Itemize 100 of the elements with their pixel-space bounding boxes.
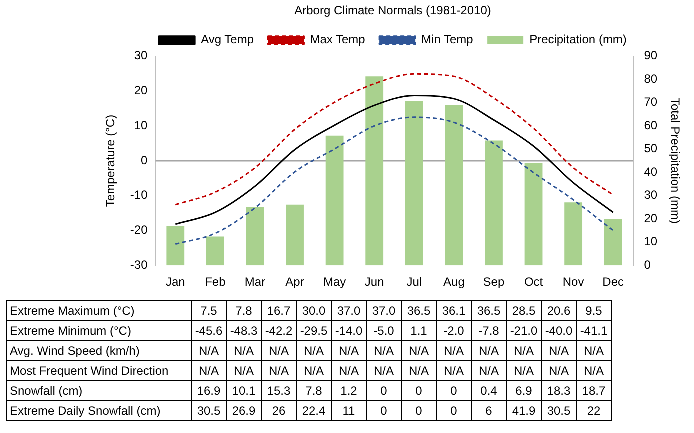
- text: N/A: [304, 364, 324, 378]
- text: 37.0: [372, 304, 396, 318]
- text: N/A: [408, 344, 429, 358]
- text: 10.1: [232, 384, 256, 398]
- line-series: [174, 95, 614, 226]
- x-tick-label: Jun: [364, 275, 384, 290]
- text: N/A: [444, 344, 464, 358]
- y-tick-label: -20: [130, 223, 148, 238]
- bar: [166, 226, 185, 266]
- bar: [524, 163, 543, 266]
- text: -40.0: [545, 324, 573, 338]
- text: 0: [416, 384, 422, 398]
- text: N/A: [478, 364, 499, 378]
- x-tick-label: Feb: [205, 275, 226, 290]
- text: 0: [380, 384, 388, 398]
- y2-tick-label: 30: [644, 188, 658, 202]
- bar: [246, 207, 264, 266]
- text: 41.9: [512, 404, 536, 418]
- text: -48.3: [230, 324, 258, 338]
- x-tick-label: Apr: [286, 275, 304, 290]
- bar: [405, 101, 424, 266]
- text: N/A: [478, 344, 499, 358]
- text: 36.5: [407, 304, 431, 318]
- text: N/A: [338, 344, 359, 358]
- text: 0.4: [480, 384, 498, 398]
- category-label: Extreme Minimum (°C): [10, 324, 132, 338]
- x-tick-label: Dec: [602, 275, 624, 290]
- text: 36.1: [442, 304, 466, 318]
- bar: [366, 76, 384, 266]
- text: 30.5: [547, 404, 571, 418]
- y2-axis-title: Total Precipitation (mm): [668, 98, 682, 224]
- text: 28.5: [512, 304, 536, 318]
- legend-label: Max Temp: [310, 32, 366, 47]
- text: 6: [486, 404, 492, 418]
- text: 1.1: [410, 324, 428, 338]
- text: N/A: [374, 344, 394, 358]
- x-tick-label: May: [323, 275, 346, 290]
- bar: [206, 236, 224, 266]
- category-label: Extreme Maximum (°C): [10, 304, 135, 318]
- text: -29.5: [300, 324, 328, 338]
- y2-tick-label: 60: [644, 118, 658, 132]
- line-series: [174, 73, 614, 206]
- text: N/A: [584, 364, 604, 378]
- text: 26.9: [232, 404, 256, 418]
- text: 0: [450, 404, 458, 418]
- text: -45.6: [195, 324, 223, 338]
- text: 7.5: [200, 304, 218, 318]
- category-label: Snowfall (cm): [10, 384, 83, 398]
- text: 0: [416, 404, 422, 418]
- text: 7.8: [306, 384, 322, 398]
- y-tick-label: -30: [130, 258, 148, 272]
- text: -5.0: [374, 324, 394, 338]
- category-label: Extreme Daily Snowfall (cm): [10, 404, 161, 418]
- x-tick-label: Oct: [524, 275, 544, 290]
- text: 6.9: [516, 384, 532, 398]
- text: 26: [272, 404, 286, 418]
- bar: [326, 136, 344, 266]
- x-tick-label: Sep: [483, 275, 505, 290]
- line-series: [174, 116, 614, 246]
- text: N/A: [234, 364, 254, 378]
- text: 0: [380, 404, 388, 418]
- y-tick-label: 10: [134, 118, 148, 132]
- text: -21.0: [510, 324, 538, 338]
- y2-tick-label: 70: [644, 95, 658, 110]
- text: N/A: [268, 344, 289, 358]
- text: 16.9: [197, 384, 221, 398]
- text: 1.2: [340, 384, 358, 398]
- text: N/A: [268, 364, 289, 378]
- text: -2.0: [444, 324, 464, 338]
- y-tick-label: 20: [134, 84, 148, 98]
- text: 22: [587, 404, 601, 418]
- text: N/A: [198, 344, 219, 358]
- text: 9.5: [586, 304, 602, 318]
- bar: [485, 140, 503, 266]
- bar: [564, 202, 583, 266]
- legend-label: Min Temp: [422, 32, 474, 47]
- text: 11: [342, 404, 356, 418]
- x-tick-label: Jan: [166, 275, 186, 290]
- x-tick-label: Mar: [244, 275, 266, 290]
- y2-tick-label: 90: [644, 48, 658, 63]
- text: 7.8: [236, 304, 252, 318]
- text: N/A: [514, 344, 534, 358]
- bar: [286, 204, 304, 266]
- chart-title: Arborg Climate Normals (1981-2010): [294, 4, 492, 18]
- y2-tick-label: 50: [644, 142, 658, 156]
- y2-tick-label: 80: [644, 72, 658, 86]
- text: N/A: [234, 344, 254, 358]
- y-tick-label: 30: [134, 48, 148, 63]
- x-tick-label: Nov: [562, 275, 584, 290]
- bar: [604, 219, 622, 266]
- x-tick-label: Aug: [444, 275, 465, 290]
- y2-tick-label: 0: [644, 258, 652, 272]
- text: 16.7: [267, 304, 291, 318]
- text: 37.0: [337, 304, 361, 318]
- y2-tick-label: 20: [644, 211, 658, 226]
- legend-label: Avg Temp: [201, 32, 254, 47]
- text: N/A: [338, 364, 359, 378]
- text: -42.2: [265, 324, 293, 338]
- y-axis-title: Temperature (°C): [104, 114, 118, 208]
- text: 18.3: [547, 384, 571, 398]
